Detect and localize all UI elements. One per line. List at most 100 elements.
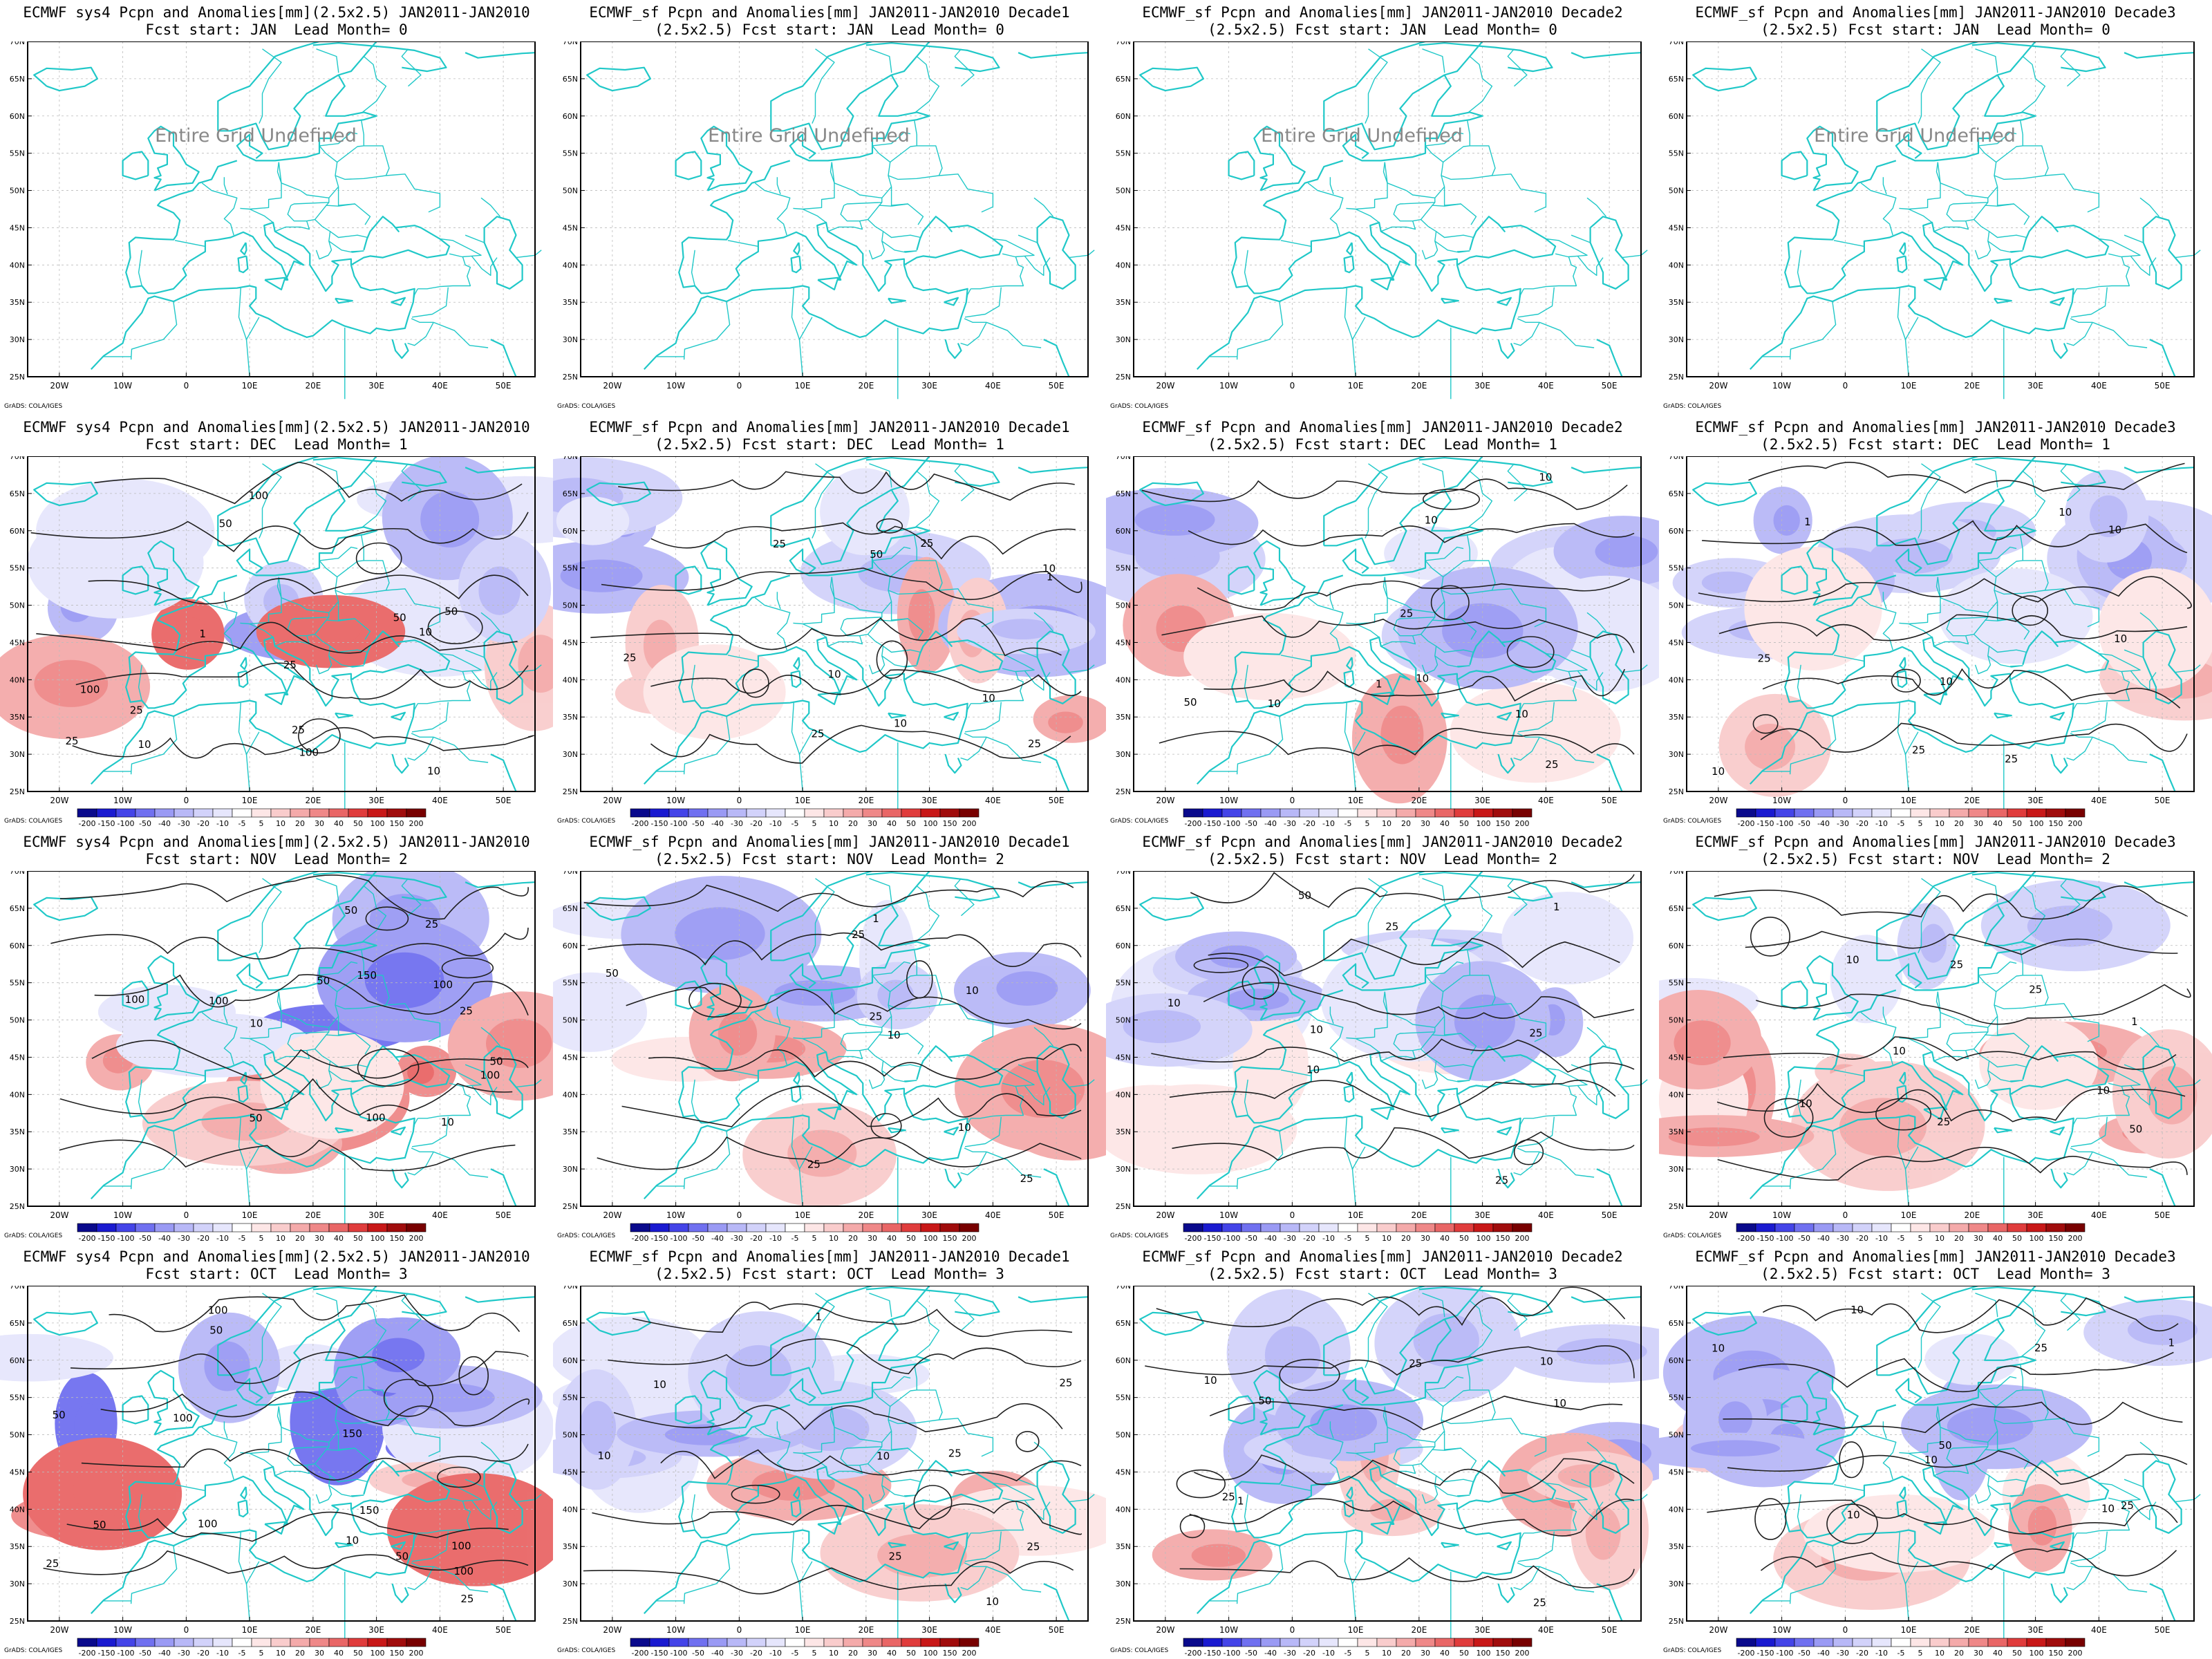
- colorbar-label: 20: [295, 1649, 305, 1658]
- coastline: [2124, 881, 2195, 888]
- lat-tick-label: 25N: [10, 373, 25, 382]
- lon-tick-label: 0: [737, 381, 742, 391]
- lat-tick-label: 45N: [10, 638, 25, 647]
- colorbar-swatch: [1755, 808, 1776, 818]
- colorbar-label: -20: [197, 819, 209, 828]
- border-line: [360, 120, 364, 146]
- border-line: [954, 48, 975, 87]
- coastline: [2149, 1168, 2176, 1207]
- border-line: [440, 653, 482, 673]
- coastline: [236, 903, 377, 991]
- colorbar-swatch: [251, 1223, 272, 1232]
- border-line: [174, 240, 206, 247]
- colorbar-label: -40: [711, 1649, 724, 1658]
- map-panel-sf-nov-d3: ECMWF_sf Pcpn and Anomalies[mm] JAN2011-…: [1659, 830, 2212, 1244]
- colorbar-swatch: [135, 808, 156, 818]
- map-frame: [580, 1286, 1089, 1622]
- coastline: [1571, 881, 1642, 888]
- border-line: [915, 872, 940, 942]
- border-line: [1978, 546, 2017, 561]
- positive-anomaly-core: [34, 659, 109, 707]
- border-line: [2099, 1067, 2141, 1087]
- border-line: [1918, 1293, 1941, 1368]
- border-line: [2130, 255, 2157, 276]
- coastline: [1806, 955, 1859, 1021]
- negative-anomaly-core: [877, 980, 914, 1011]
- lat-tick-label: 30N: [10, 1580, 25, 1588]
- border-line: [960, 736, 987, 761]
- positive-anomaly-core: [1557, 1464, 1615, 1488]
- coastline: [1228, 565, 1255, 595]
- colorbar-label: -100: [1777, 1649, 1794, 1658]
- lon-tick-label: 20W: [1156, 796, 1174, 805]
- lon-tick-label: 10W: [666, 1210, 685, 1220]
- lat-tick-label: 45N: [1669, 223, 1684, 232]
- contour-label: 25: [425, 918, 438, 930]
- border-line: [2021, 458, 2046, 527]
- contour-label: 10: [1893, 1044, 1906, 1057]
- border-line: [1586, 197, 1607, 217]
- lon-tick-label: 30E: [368, 1210, 384, 1220]
- border-line: [1517, 733, 1540, 738]
- lat-tick-label: 25N: [10, 787, 25, 796]
- colorbar-label: 30: [868, 819, 877, 828]
- lon-tick-label: 50E: [496, 1625, 512, 1635]
- border-line: [276, 145, 339, 198]
- border-line: [418, 256, 471, 290]
- contour-label: 25: [460, 1593, 474, 1605]
- colorbar-label: -5: [238, 819, 246, 828]
- contour-line: [1717, 1147, 2188, 1181]
- coastline: [2050, 711, 2065, 721]
- coastline: [1781, 980, 1808, 1010]
- undefined-label: Entire Grid Undefined: [1814, 125, 2016, 147]
- colorbar-label: -30: [1837, 819, 1849, 828]
- positive-anomaly-core: [407, 1060, 434, 1085]
- colorbar-swatch: [630, 1638, 650, 1647]
- lat-tick-label: 30N: [1116, 750, 1131, 759]
- lon-tick-label: 20W: [603, 1210, 621, 1220]
- border-line: [287, 1446, 330, 1466]
- colorbar-label: -40: [711, 819, 724, 828]
- border-line: [223, 1006, 228, 1024]
- border-line: [259, 878, 282, 953]
- colorbar-label: -5: [1897, 1649, 1905, 1658]
- colorbar-swatch: [232, 808, 252, 818]
- border-line: [330, 1475, 368, 1483]
- lat-tick-label: 25N: [1116, 787, 1131, 796]
- coastline: [1784, 160, 2110, 294]
- coastline: [1589, 1045, 1629, 1119]
- colorbar-label: -100: [1224, 819, 1241, 828]
- lon-tick-label: 30E: [921, 1625, 937, 1635]
- lon-tick-label: 10E: [795, 1625, 811, 1635]
- colorbar-label: -10: [216, 1649, 229, 1658]
- contour-line: [1203, 668, 1626, 702]
- lon-tick-label: 20E: [1411, 796, 1427, 805]
- colorbar-label: -10: [216, 1234, 229, 1243]
- border-line: [238, 288, 247, 340]
- colorbar-swatch: [270, 1223, 291, 1232]
- coastline: [236, 489, 377, 577]
- colorbar-swatch: [115, 808, 136, 818]
- border-line: [360, 534, 364, 561]
- border-line: [465, 649, 485, 658]
- coastline: [1196, 264, 1521, 370]
- map-figure: Entire Grid Undefined70N65N60N55N50N45N4…: [4, 41, 542, 410]
- contour-label: 1: [1553, 901, 1560, 913]
- colorbar: -200 -150 -100 -50 -40 -30 -20 -10 -5 5 10 20 30 40 50…: [77, 808, 427, 828]
- coastline: [1692, 481, 1757, 507]
- coastline: [770, 1286, 930, 1395]
- colorbar-label: 200: [962, 1234, 977, 1243]
- lat-tick-label: 50N: [1669, 1016, 1684, 1025]
- contour-label: 25: [773, 538, 786, 550]
- coastline: [240, 1486, 247, 1500]
- colorbar-label: 50: [2012, 819, 2022, 828]
- lon-tick-label: 0: [737, 1625, 742, 1635]
- contour-label: 25: [1400, 607, 1413, 619]
- contour-label: 10: [2114, 632, 2127, 645]
- coastline: [1228, 151, 1255, 180]
- coastline: [944, 753, 962, 774]
- border-line: [315, 219, 332, 260]
- lon-tick-label: 10E: [1901, 1210, 1917, 1220]
- colorbar-label: 50: [353, 1234, 363, 1243]
